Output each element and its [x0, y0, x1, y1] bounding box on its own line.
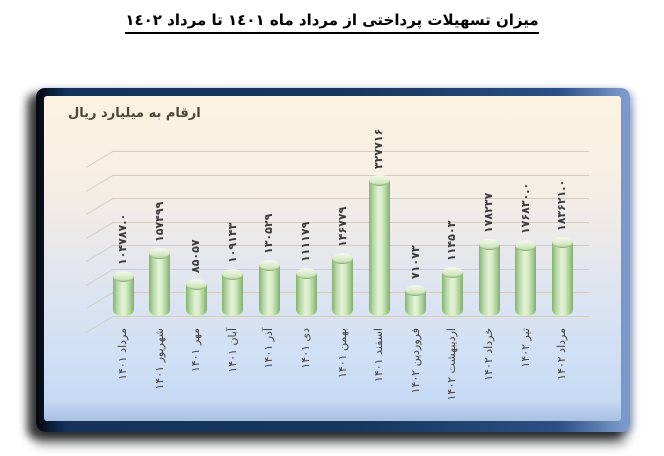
- gridline-perspective-edge: [85, 198, 113, 215]
- gridline: [112, 221, 589, 223]
- bar-value-label: ۱۷۸۲۳۷: [482, 192, 495, 233]
- plot-area: ۱۰۴۷۸۷.۰ مرداد ۱۴۰۱ ۱۵۷۴۹۹ شهریور ۱۴۰۱ ۸۵۰۵۷…: [44, 96, 621, 421]
- cylinder-bar-cap: [441, 267, 463, 278]
- cylinder-bar-cap: [332, 253, 354, 264]
- cylinder-bar: [185, 279, 207, 316]
- cylinder-bar-body: [551, 242, 573, 316]
- cylinder-bar-body: [332, 258, 354, 316]
- cylinder-bar-body: [112, 276, 134, 316]
- cylinder-bar-body: [478, 244, 500, 316]
- bar-value-label: ۱۱۴۵۰۳: [445, 220, 459, 261]
- gridline-perspective-edge: [85, 315, 113, 333]
- cylinder-bar-cap: [112, 271, 134, 282]
- cylinder-bar-body: [405, 290, 427, 316]
- cylinder-bar-cap: [368, 175, 390, 186]
- cylinder-bar-cap: [551, 237, 573, 248]
- gridline: [112, 198, 589, 199]
- bar-value-label: ۱۴۶۷۷۹: [335, 206, 349, 247]
- cylinder-bar-body: [258, 265, 280, 316]
- cylinder-bar: [441, 267, 463, 316]
- bar-value-label: ۱۰۹۱۴۳: [225, 222, 239, 263]
- x-axis-label: دی ۱۴۰۱: [299, 328, 312, 369]
- x-axis-label: تیر ۱۴۰۲: [518, 328, 532, 368]
- x-axis-label: آذر ۱۴۰۱: [262, 328, 276, 369]
- cylinder-bar-cap: [295, 268, 317, 279]
- cylinder-bar-cap: [478, 239, 500, 250]
- cylinder-bar: [332, 253, 354, 316]
- gridline-perspective-edge: [85, 221, 113, 239]
- cylinder-bar-body: [149, 253, 171, 316]
- cylinder-bar: [405, 285, 427, 316]
- x-axis-label: اسفند ۱۴۰۱: [372, 328, 386, 383]
- cylinder-bar: [149, 248, 171, 316]
- x-axis-label: اردیبهشت ۱۴۰۲: [445, 328, 459, 401]
- cylinder-bar-cap: [258, 260, 280, 271]
- x-axis-label: فروردین ۱۴۰۲: [408, 328, 422, 394]
- bar-value-label: ۱۷۶۸۳۰.۰: [518, 182, 532, 234]
- page-title: میزان تسهیلات پرداختی از مرداد ماه ١٤٠١ …: [125, 11, 539, 34]
- cylinder-bar: [478, 239, 500, 316]
- chart-area: ارقام به میلیارد ریال ۱۰۴۷۸۷.۰ مرداد ۱۴۰۱…: [44, 96, 621, 421]
- cylinder-bar: [112, 271, 134, 316]
- gridline-perspective-edge: [85, 174, 113, 192]
- x-axis-label: مهر ۱۴۰۱: [189, 328, 203, 373]
- cylinder-bar: [368, 175, 390, 316]
- gridline-perspective-edge: [85, 292, 113, 309]
- bar-value-label: ۱۳۰۵۲۹: [262, 213, 276, 254]
- bar-value-label: ۱۵۷۴۹۹: [152, 201, 166, 242]
- gridline: [112, 245, 589, 246]
- cylinder-bar-body: [295, 273, 317, 316]
- bar-value-label: ۱۰۴۷۸۷.۰: [116, 213, 129, 265]
- cylinder-bar: [222, 269, 244, 316]
- cylinder-bar-body: [185, 284, 207, 316]
- cylinder-bar-body: [441, 272, 463, 316]
- cylinder-bar-cap: [222, 269, 244, 280]
- chart-frame: ارقام به میلیارد ریال ۱۰۴۷۸۷.۰ مرداد ۱۴۰۱…: [36, 88, 630, 432]
- x-axis-label: مرداد ۱۴۰۱: [116, 328, 129, 380]
- cylinder-bar: [551, 237, 573, 316]
- cylinder-bar: [295, 268, 317, 316]
- cylinder-bar-cap: [515, 240, 537, 251]
- cylinder-bar-body: [368, 180, 390, 316]
- bar-value-label: ۳۲۷۷۱۶: [372, 128, 386, 169]
- cylinder-bar-body: [222, 274, 244, 316]
- bar-value-label: ۷۱۰۷۳: [408, 245, 422, 279]
- page-title-container: میزان تسهیلات پرداختی از مرداد ماه ١٤٠١ …: [0, 10, 664, 34]
- gridline: [112, 151, 589, 152]
- cylinder-bar-body: [515, 245, 537, 316]
- bar-value-label: ۸۵۰۵۷: [189, 239, 203, 273]
- unit-label: ارقام به میلیارد ریال: [68, 106, 201, 121]
- gridline: [112, 174, 589, 176]
- cylinder-bar-cap: [405, 285, 427, 296]
- x-axis-label: خرداد ۱۴۰۲: [482, 328, 495, 381]
- cylinder-bar: [515, 240, 537, 316]
- x-axis-label: بهمن ۱۴۰۱: [335, 328, 349, 379]
- cylinder-bar-cap: [149, 248, 171, 259]
- x-axis-label: شهریور ۱۴۰۱: [152, 328, 166, 390]
- bar-value-label: ۱۱۱۱۷۹: [299, 221, 312, 262]
- gridline-perspective-edge: [85, 268, 113, 286]
- gridline: [112, 315, 589, 317]
- gridline-perspective-edge: [85, 151, 113, 168]
- bar-value-label: ۱۸۳۶۲۱.۰: [555, 179, 569, 231]
- x-axis-label: مرداد ۱۴۰۲: [555, 328, 569, 380]
- gridline-perspective-edge: [85, 245, 113, 262]
- cylinder-bar: [258, 260, 280, 316]
- cylinder-bar-cap: [185, 279, 207, 290]
- x-axis-label: آبان ۱۴۰۱: [225, 328, 239, 373]
